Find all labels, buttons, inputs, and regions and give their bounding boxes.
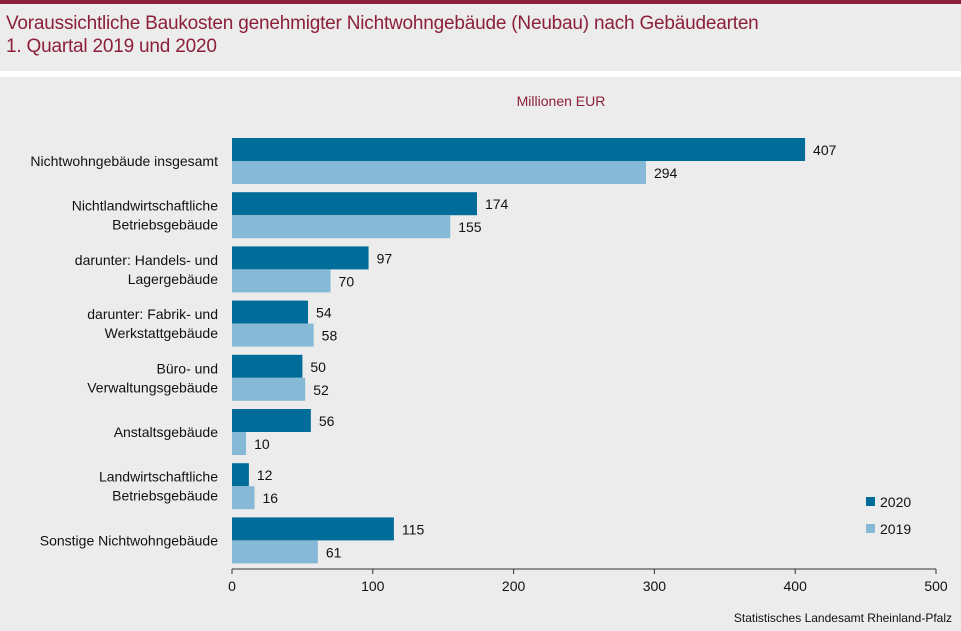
bar-2020 <box>232 246 369 270</box>
bar-2019 <box>232 377 306 401</box>
data-label-2020: 115 <box>402 521 425 537</box>
x-tick-label: 0 <box>228 578 236 594</box>
category-label: Sonstige Nichtwohngebäude <box>40 532 218 548</box>
category-labels: Nichtwohngebäude insgesamt Nichtlandwirts… <box>30 153 218 548</box>
data-label-2019: 16 <box>263 490 279 506</box>
category-label-line: Sonstige Nichtwohngebäude <box>40 532 218 548</box>
x-tick-label: 300 <box>643 578 667 594</box>
legend-swatch-2020 <box>866 497 875 506</box>
category-label: Nichtlandwirtschaftliche Betriebsgebäude <box>72 198 218 233</box>
category-label: darunter: Handels- und Lagergebäude <box>75 252 218 287</box>
category-label: Landwirtschaftliche Betriebsgebäude <box>99 469 218 504</box>
data-label-2019: 70 <box>339 273 355 289</box>
title-line-1: Voraussichtliche Baukosten genehmigter N… <box>6 13 759 34</box>
bar-2020 <box>232 138 806 161</box>
category-label-line: Betriebsgebäude <box>112 217 218 233</box>
data-label-2019: 155 <box>458 219 482 235</box>
legend-label-2020: 2020 <box>880 494 911 510</box>
header-separator <box>0 71 961 77</box>
category-label: Büro- und Verwaltungsgebäude <box>87 360 218 395</box>
source-note: Statistisches Landesamt Rheinland-Pfalz <box>733 611 952 625</box>
data-label-2019: 10 <box>254 436 270 452</box>
category-label-line: Anstaltsgebäude <box>114 424 219 440</box>
bar-2020 <box>232 517 394 541</box>
bar-2019 <box>232 215 451 239</box>
data-label-2020: 50 <box>310 359 326 375</box>
category-label-line: Nichtwohngebäude insgesamt <box>30 153 218 169</box>
bar-2020 <box>232 409 311 432</box>
data-label-2019: 294 <box>654 165 678 181</box>
bar-2019 <box>232 323 314 347</box>
x-tick-label: 100 <box>361 578 385 594</box>
bar-2019 <box>232 432 247 455</box>
data-label-2019: 52 <box>313 382 329 398</box>
unit-label: Millionen EUR <box>517 93 606 109</box>
category-label-line: darunter: Fabrik- und <box>87 306 218 322</box>
data-label-2019: 58 <box>322 328 338 344</box>
bar-2020 <box>232 354 303 378</box>
top-accent-bar <box>0 0 961 4</box>
category-label: Anstaltsgebäude <box>114 424 219 440</box>
data-label-2020: 56 <box>319 413 335 429</box>
legend-swatch-2019 <box>866 524 875 533</box>
category-label-line: Landwirtschaftliche <box>99 469 218 485</box>
bar-2019 <box>232 540 318 564</box>
bar-2020 <box>232 300 309 324</box>
title-line-2: 1. Quartal 2019 und 2020 <box>6 36 217 57</box>
legend-label-2019: 2019 <box>880 521 911 537</box>
x-tick-label: 500 <box>924 578 948 594</box>
data-label-2019: 61 <box>326 544 342 560</box>
data-label-2020: 54 <box>316 305 332 321</box>
category-label-line: Büro- und <box>157 360 218 376</box>
x-axis: 0 100 200 300 400 500 <box>228 568 948 594</box>
category-label-line: Werkstattgebäude <box>105 325 219 341</box>
category-label-line: Nichtlandwirtschaftliche <box>72 198 218 214</box>
category-label: Nichtwohngebäude insgesamt <box>30 153 218 169</box>
data-label-2020: 97 <box>377 250 393 266</box>
bar-2019 <box>232 161 646 184</box>
data-label-2020: 407 <box>813 142 837 158</box>
x-tick-label: 400 <box>784 578 808 594</box>
category-label-line: Verwaltungsgebäude <box>87 379 218 395</box>
bar-2019 <box>232 486 255 510</box>
category-label-line: Betriebsgebäude <box>112 488 218 504</box>
category-label: darunter: Fabrik- und Werkstattgebäude <box>87 306 218 341</box>
bar-2019 <box>232 269 331 293</box>
category-label-line: darunter: Handels- und <box>75 252 218 268</box>
legend: 2020 2019 <box>866 494 911 537</box>
bar-2020 <box>232 463 249 487</box>
bar-2020 <box>232 192 477 216</box>
data-label-2020: 12 <box>257 467 273 483</box>
chart-title: Voraussichtliche Baukosten genehmigter N… <box>6 12 759 58</box>
x-tick-label: 200 <box>502 578 526 594</box>
category-label-line: Lagergebäude <box>128 271 219 287</box>
data-label-2020: 174 <box>485 196 509 212</box>
